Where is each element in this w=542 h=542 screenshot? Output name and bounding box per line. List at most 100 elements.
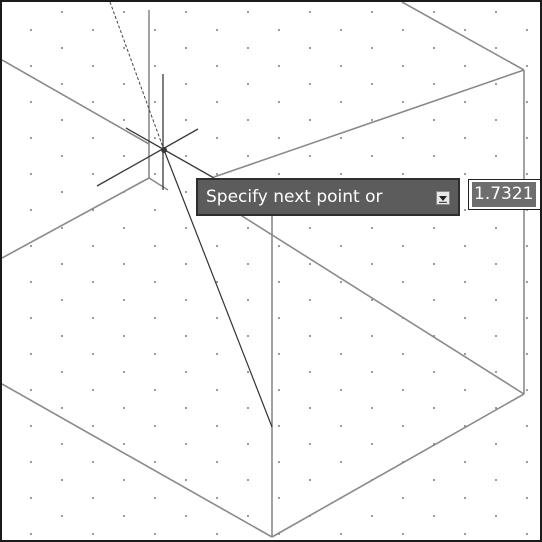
- grid-dot: [92, 29, 94, 31]
- grid-dot: [464, 317, 466, 319]
- grid-dot: [464, 173, 466, 175]
- crosshair-axis-right: [125, 127, 215, 179]
- grid-dot: [340, 65, 342, 67]
- grid-dot: [402, 173, 404, 175]
- grid-dot: [340, 425, 342, 427]
- grid-dot: [30, 101, 32, 103]
- isometric-grid: [30, 11, 528, 535]
- grid-dot: [185, 299, 187, 301]
- grid-dot: [247, 263, 249, 265]
- grid-dot: [309, 83, 311, 85]
- grid-dot: [371, 371, 373, 373]
- grid-dot: [185, 479, 187, 481]
- grid-dot: [216, 65, 218, 67]
- grid-dot: [526, 389, 528, 391]
- grid-dot: [30, 209, 32, 211]
- grid-dot: [495, 119, 497, 121]
- grid-dot: [30, 389, 32, 391]
- grid-dot: [340, 461, 342, 463]
- grid-dot: [464, 137, 466, 139]
- grid-dot: [526, 29, 528, 31]
- grid-dot: [495, 515, 497, 517]
- grid-dot: [123, 227, 125, 229]
- grid-dot: [340, 29, 342, 31]
- grid-dot: [92, 245, 94, 247]
- grid-dot: [464, 101, 466, 103]
- grid-dot: [30, 137, 32, 139]
- grid-dot: [123, 119, 125, 121]
- grid-dot: [61, 227, 63, 229]
- grid-dot: [61, 299, 63, 301]
- grid-dot: [185, 263, 187, 265]
- grid-dot: [433, 371, 435, 373]
- grid-dot: [340, 533, 342, 535]
- grid-dot: [185, 47, 187, 49]
- grid-dot: [433, 407, 435, 409]
- polar-tracking-line: [109, 2, 165, 151]
- crosshair-axis-left: [96, 128, 199, 187]
- grid-dot: [526, 173, 528, 175]
- grid-dot: [526, 101, 528, 103]
- grid-dot: [433, 299, 435, 301]
- grid-dot: [526, 497, 528, 499]
- grid-dot: [433, 227, 435, 229]
- grid-dot: [371, 47, 373, 49]
- grid-dot: [495, 407, 497, 409]
- grid-dot: [92, 497, 94, 499]
- grid-dot: [247, 47, 249, 49]
- grid-dot: [495, 11, 497, 13]
- grid-dot: [216, 353, 218, 355]
- distance-value[interactable]: 1.7321: [472, 182, 537, 207]
- grid-dot: [247, 479, 249, 481]
- grid-dot: [154, 281, 156, 283]
- grid-dot: [154, 29, 156, 31]
- grid-dot: [278, 281, 280, 283]
- grid-dot: [402, 101, 404, 103]
- grid-dot: [247, 335, 249, 337]
- grid-dot: [154, 209, 156, 211]
- grid-dot: [247, 515, 249, 517]
- grid-dot: [433, 515, 435, 517]
- grid-dot: [526, 317, 528, 319]
- grid-dot: [92, 353, 94, 355]
- isometric-box-model: [2, 2, 525, 538]
- grid-dot: [154, 101, 156, 103]
- grid-dot: [464, 353, 466, 355]
- grid-dot: [495, 47, 497, 49]
- grid-dot: [464, 209, 466, 211]
- grid-dot: [154, 173, 156, 175]
- box-edge-short-connector: [148, 177, 169, 191]
- grid-dot: [526, 281, 528, 283]
- grid-dot: [247, 83, 249, 85]
- grid-dot: [123, 371, 125, 373]
- grid-dot: [92, 65, 94, 67]
- grid-dot: [123, 263, 125, 265]
- grid-dot: [278, 425, 280, 427]
- grid-dot: [433, 263, 435, 265]
- grid-dot: [278, 29, 280, 31]
- grid-dot: [154, 389, 156, 391]
- grid-dot: [464, 461, 466, 463]
- grid-dot: [30, 425, 32, 427]
- grid-dot: [495, 263, 497, 265]
- grid-dot: [154, 317, 156, 319]
- grid-dot: [278, 389, 280, 391]
- grid-dot: [216, 101, 218, 103]
- grid-dot: [30, 65, 32, 67]
- grid-dot: [278, 137, 280, 139]
- grid-dot: [464, 389, 466, 391]
- grid-dot: [526, 425, 528, 427]
- dynamic-input-field[interactable]: 1.7321: [468, 179, 540, 210]
- grid-dot: [278, 245, 280, 247]
- grid-dot: [61, 263, 63, 265]
- grid-dot: [154, 65, 156, 67]
- grid-dot: [371, 83, 373, 85]
- grid-dot: [464, 281, 466, 283]
- grid-dot: [123, 407, 125, 409]
- rubberband-line: [163, 149, 273, 428]
- prompt-options-button[interactable]: [436, 191, 450, 205]
- crosshair-cursor-icon: [96, 74, 215, 190]
- grid-dot: [402, 29, 404, 31]
